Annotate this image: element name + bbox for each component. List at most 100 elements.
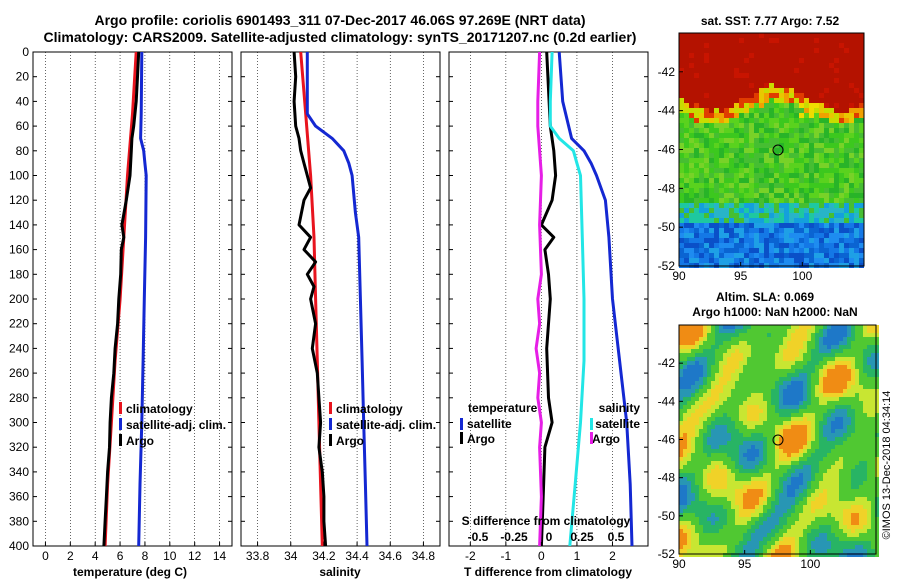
- sla-cell: [799, 373, 803, 377]
- sst-cell: [794, 198, 799, 203]
- sla-cell: [799, 325, 803, 329]
- sst-cell: [819, 88, 824, 93]
- sst-cell: [714, 93, 719, 98]
- sst-cell: [689, 163, 694, 168]
- sla-cell: [859, 445, 863, 449]
- sla-cell: [723, 353, 727, 357]
- sst-cell: [734, 88, 739, 93]
- sst-cell: [794, 193, 799, 198]
- sst-cell: [839, 153, 844, 158]
- sst-cell: [739, 88, 744, 93]
- sla-cell: [867, 369, 871, 373]
- sla-cell: [703, 333, 707, 337]
- sla-cell: [771, 485, 775, 489]
- sst-cell: [854, 63, 859, 68]
- sst-cell: [704, 58, 709, 63]
- sla-cell: [875, 409, 879, 413]
- sst-cell: [854, 178, 859, 183]
- sla-cell: [727, 441, 731, 445]
- sst-cell: [784, 83, 789, 88]
- sla-cell: [799, 413, 803, 417]
- sla-cell: [835, 397, 839, 401]
- sla-cell: [743, 521, 747, 525]
- sla-cell: [839, 429, 843, 433]
- sla-cell: [827, 549, 831, 553]
- sla-cell: [839, 529, 843, 533]
- sla-cell: [779, 393, 783, 397]
- sst-cell: [839, 188, 844, 193]
- sst-cell: [844, 243, 849, 248]
- sla-cell: [855, 345, 859, 349]
- sla-cell: [787, 445, 791, 449]
- sla-cell: [695, 397, 699, 401]
- sst-cell: [714, 173, 719, 178]
- sla-cell: [751, 373, 755, 377]
- sla-cell: [855, 337, 859, 341]
- sla-cell: [787, 537, 791, 541]
- sst-cell: [784, 143, 789, 148]
- difference-legend: temperature satellite Argo salinity sate…: [460, 401, 640, 446]
- sla-cell: [791, 457, 795, 461]
- sla-cell: [679, 405, 683, 409]
- sla-cell: [687, 501, 691, 505]
- sst-cell: [749, 233, 754, 238]
- sla-cell: [799, 409, 803, 413]
- sla-cell: [799, 421, 803, 425]
- sst-cell: [774, 133, 779, 138]
- sla-cell: [743, 385, 747, 389]
- sst-cell: [784, 103, 789, 108]
- sst-cell: [849, 118, 854, 123]
- sst-cell: [789, 228, 794, 233]
- sst-cell: [839, 118, 844, 123]
- sst-cell: [734, 48, 739, 53]
- sla-cell: [743, 369, 747, 373]
- sla-cell: [835, 493, 839, 497]
- sst-cell: [774, 33, 779, 38]
- sla-cell: [723, 417, 727, 421]
- sst-cell: [779, 248, 784, 253]
- sst-cell: [834, 123, 839, 128]
- sst-cell: [824, 118, 829, 123]
- sla-cell: [771, 473, 775, 477]
- sst-cell: [689, 53, 694, 58]
- sst-cell: [854, 48, 859, 53]
- sst-cell: [804, 243, 809, 248]
- sst-cell: [839, 128, 844, 133]
- sla-cell: [711, 365, 715, 369]
- sla-cell: [787, 437, 791, 441]
- sla-cell: [787, 473, 791, 477]
- sla-cell: [747, 549, 751, 553]
- sla-cell: [695, 469, 699, 473]
- sst-cell: [854, 238, 859, 243]
- sst-cell: [849, 178, 854, 183]
- salinity-series: [292, 52, 369, 546]
- sst-cell: [784, 213, 789, 218]
- sla-cell: [807, 545, 811, 549]
- sla-cell: [807, 493, 811, 497]
- sla-cell: [763, 517, 767, 521]
- sst-cell: [794, 43, 799, 48]
- sla-cell: [699, 389, 703, 393]
- sla-cell: [827, 521, 831, 525]
- sla-cell: [863, 385, 867, 389]
- sla-cell: [843, 497, 847, 501]
- sla-cell: [787, 405, 791, 409]
- sla-cell: [827, 433, 831, 437]
- sla-cell: [799, 529, 803, 533]
- sla-cell: [803, 337, 807, 341]
- sst-cell: [799, 233, 804, 238]
- sla-cell: [727, 341, 731, 345]
- sla-cell: [779, 481, 783, 485]
- sla-cell: [739, 469, 743, 473]
- sst-cell: [824, 53, 829, 58]
- sst-cell: [819, 173, 824, 178]
- sla-cell: [799, 497, 803, 501]
- sst-cell: [824, 88, 829, 93]
- sst-cell: [794, 88, 799, 93]
- sst-cell: [724, 218, 729, 223]
- sst-cell: [759, 68, 764, 73]
- sla-cell: [875, 345, 879, 349]
- sla-cell: [679, 421, 683, 425]
- sla-cell: [811, 465, 815, 469]
- sst-cell: [679, 43, 684, 48]
